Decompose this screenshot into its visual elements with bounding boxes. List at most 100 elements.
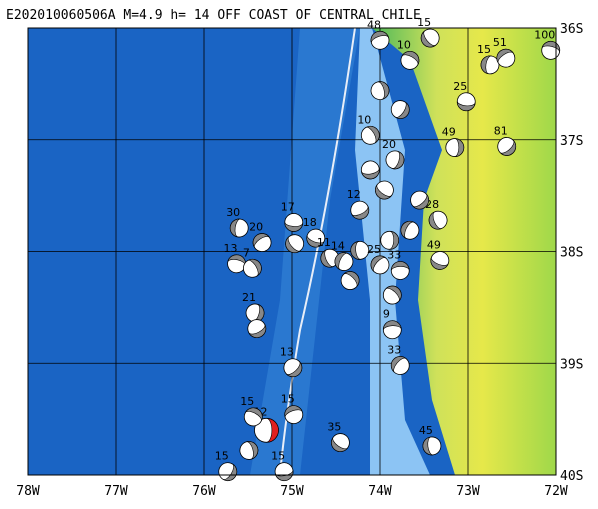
- ball-quadrant: [351, 206, 370, 220]
- focal-mechanism: [284, 405, 304, 425]
- ball-quadrant: [284, 221, 304, 232]
- focal-mechanism: [243, 407, 263, 427]
- ball-quadrant: [246, 441, 259, 460]
- depth-label: 100: [534, 28, 555, 41]
- depth-label: 15: [417, 16, 431, 29]
- ball-quadrant: [350, 241, 361, 260]
- focal-mechanism: [480, 55, 500, 75]
- ball-quadrant: [428, 211, 442, 230]
- focal-mechanism: [239, 441, 259, 460]
- focal-mechanism: [497, 137, 517, 156]
- lon-label: 73W: [456, 484, 480, 499]
- focal-mechanism: [390, 356, 410, 375]
- lat-label: 37S: [560, 134, 583, 149]
- title: E202010060506A M=4.9 h= 14 OFF COAST OF …: [6, 8, 421, 23]
- ball-quadrant: [456, 100, 476, 112]
- lon-label: 78W: [16, 484, 40, 499]
- focal-mechanism: [334, 252, 354, 271]
- focal-mechanism: [385, 150, 405, 170]
- ball-quadrant: [370, 31, 389, 44]
- frame: [27, 27, 557, 476]
- depth-label: 18: [303, 216, 317, 229]
- focal-mechanism: [274, 462, 294, 482]
- focal-mechanism: [374, 180, 394, 200]
- depth-label: 51: [493, 36, 507, 49]
- lat-label: 38S: [560, 246, 583, 261]
- ball-quadrant: [541, 41, 561, 53]
- focal-mechanism: [350, 240, 370, 260]
- focal-mechanism: [360, 125, 380, 145]
- focal-mechanism: [285, 234, 305, 254]
- focal-mechanism: [400, 220, 420, 240]
- focal-mechanism: [370, 255, 390, 275]
- depth-label: 49: [427, 238, 441, 251]
- depth-label: 14: [331, 240, 345, 253]
- depth-label: 49: [442, 126, 456, 139]
- lon-label: 76W: [192, 484, 216, 499]
- focal-mechanism: [430, 251, 450, 270]
- depth-label: 33: [387, 343, 401, 356]
- focal-mechanism: [218, 462, 238, 482]
- lat-label: 36S: [560, 22, 583, 37]
- focal-mechanism: [252, 233, 272, 252]
- focal-mechanism: [370, 30, 390, 50]
- depth-label: 20: [249, 221, 263, 234]
- lat-label: 40S: [560, 469, 583, 484]
- ball-quadrant: [377, 81, 390, 100]
- ball-quadrant: [499, 140, 517, 156]
- ball-quadrant: [383, 320, 402, 331]
- depth-label: 33: [387, 248, 401, 261]
- lon-label: 72W: [544, 484, 568, 499]
- focal-mechanism: [254, 417, 279, 443]
- focal-mechanism: [496, 48, 516, 68]
- focal-mechanism: [229, 218, 249, 238]
- depth-label: 25: [367, 243, 381, 256]
- depth-label: 9: [383, 308, 390, 321]
- focal-mechanism: [360, 160, 380, 180]
- ball-quadrant: [400, 221, 414, 239]
- depth-label: 15: [281, 393, 295, 406]
- ball-quadrant: [247, 258, 262, 277]
- depth-label: 35: [327, 421, 341, 434]
- ball-quadrant: [422, 436, 434, 456]
- depth-label: 15: [240, 395, 254, 408]
- focal-mechanism: [382, 285, 402, 305]
- depth-label: 7: [243, 246, 250, 259]
- depth-label: 15: [477, 43, 491, 56]
- depth-label: 30: [226, 206, 240, 219]
- depth-label: 15: [271, 450, 285, 463]
- focal-mechanism: [330, 433, 350, 452]
- depth-label: 13: [224, 242, 238, 255]
- depth-label: 45: [419, 424, 433, 437]
- ball-quadrant: [496, 48, 514, 64]
- focal-mechanism: [227, 254, 246, 274]
- trench: [279, 27, 356, 476]
- focal-mechanism: [283, 358, 303, 378]
- depth-label: 13: [280, 346, 294, 359]
- focal-mechanism: [420, 28, 440, 48]
- ball-quadrant: [361, 168, 380, 180]
- focal-mechanism: [410, 190, 430, 210]
- ball-quadrant: [385, 285, 402, 302]
- focal-mechanism: [456, 92, 476, 112]
- depth-label: 12: [347, 188, 361, 201]
- focal-mechanism: [340, 271, 360, 290]
- ball-quadrant: [286, 361, 303, 378]
- depth-label: 15: [215, 450, 229, 463]
- focal-mechanism: [382, 320, 402, 340]
- ball-quadrant: [480, 55, 492, 75]
- lat-label: 39S: [560, 357, 583, 372]
- focal-mechanism: [422, 436, 442, 456]
- ball-quadrant: [401, 51, 420, 65]
- depth-label: 10: [357, 113, 371, 126]
- focal-mechanism: [428, 210, 448, 230]
- focal-mechanism: [390, 261, 410, 280]
- depth-label: 10: [397, 38, 411, 51]
- lon-label: 77W: [104, 484, 128, 499]
- focal-mechanism: [350, 200, 370, 220]
- depth-label: 21: [242, 291, 256, 304]
- focal-mechanism: [541, 40, 561, 60]
- lon-label: 75W: [280, 484, 304, 499]
- ball-quadrant: [389, 231, 399, 250]
